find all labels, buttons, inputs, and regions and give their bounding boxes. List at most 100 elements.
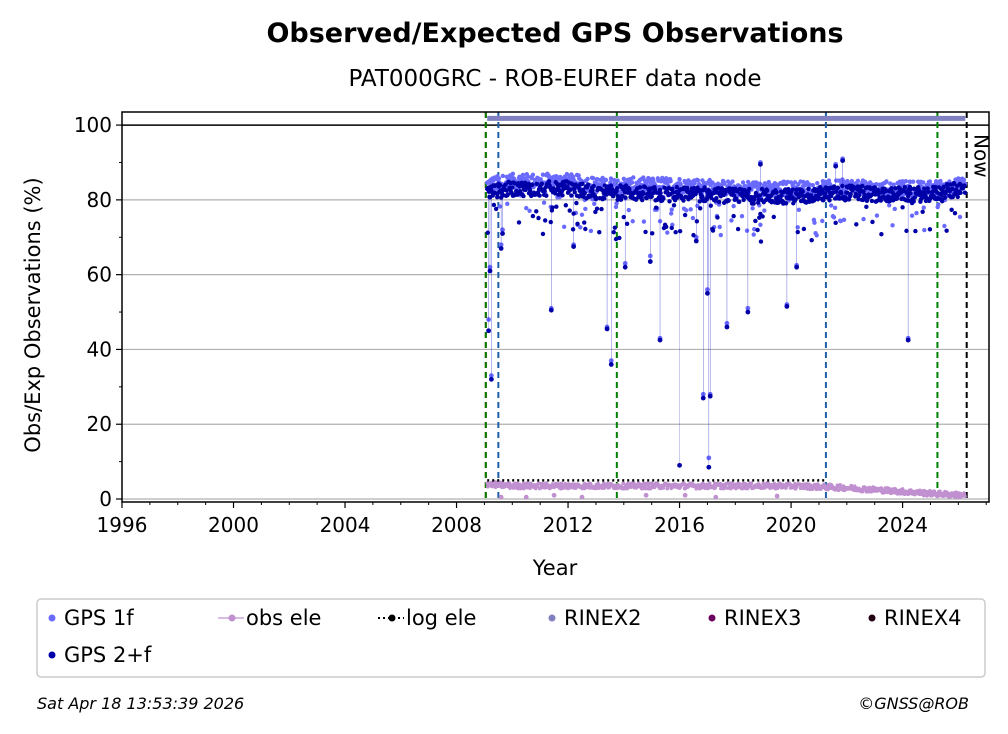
- data-point: [832, 205, 838, 211]
- grid: [122, 124, 989, 500]
- data-point: [541, 200, 547, 205]
- outlier-point: [622, 264, 628, 270]
- outlier-point: [833, 163, 839, 169]
- data-point: [913, 228, 918, 234]
- data-point: [922, 186, 927, 191]
- data-point: [542, 218, 548, 223]
- outlier-point: [745, 309, 751, 315]
- legend-entry: obs ele: [218, 606, 321, 630]
- legend-entry: log ele: [378, 606, 476, 630]
- data-point: [593, 209, 598, 215]
- data-point: [568, 187, 574, 192]
- data-point: [830, 190, 836, 196]
- data-point: [608, 176, 614, 181]
- data-point: [730, 179, 735, 184]
- data-point: [953, 187, 959, 192]
- data-point: [591, 183, 596, 189]
- data-point: [752, 226, 757, 232]
- data-point: [812, 220, 817, 225]
- data-point: [661, 196, 666, 201]
- data-point: [796, 194, 802, 200]
- data-point: [495, 194, 500, 200]
- data-point: [822, 191, 828, 196]
- data-point: [651, 190, 656, 196]
- data-point: [629, 180, 635, 185]
- data-point: [624, 221, 630, 226]
- outlier-point: [571, 244, 577, 250]
- data-point: [757, 181, 763, 186]
- x-tick-label: 2008: [431, 513, 482, 537]
- data-point: [665, 230, 670, 235]
- data-point: [840, 183, 845, 189]
- data-point: [872, 185, 877, 190]
- data-point: [836, 178, 842, 183]
- data-point: [546, 179, 552, 184]
- data-point: [886, 203, 892, 208]
- data-point: [950, 186, 955, 192]
- y-tick-label: 40: [87, 337, 112, 361]
- data-point: [580, 181, 585, 187]
- data-point: [718, 232, 724, 238]
- data-point: [795, 229, 800, 235]
- data-point: [710, 228, 716, 233]
- data-point: [783, 201, 789, 206]
- outlier-point: [488, 376, 494, 382]
- data-point: [611, 230, 616, 235]
- data-point: [510, 185, 515, 190]
- y-tick-label: 80: [87, 188, 112, 212]
- data-point: [542, 188, 547, 194]
- data-point: [614, 201, 619, 206]
- data-point: [757, 193, 763, 198]
- y-tick-label: 60: [87, 263, 112, 287]
- data-point: [741, 197, 746, 203]
- data-point: [957, 214, 963, 220]
- data-point: [827, 182, 833, 187]
- outlier-point: [707, 393, 713, 399]
- legend-entry: GPS 2+f: [48, 643, 152, 667]
- data-point: [805, 192, 810, 197]
- data-point: [537, 193, 542, 198]
- data-point: [643, 229, 648, 235]
- data-point: [848, 191, 853, 197]
- data-point: [921, 205, 926, 210]
- data-point: [700, 194, 705, 199]
- legend-marker: [548, 614, 556, 622]
- legend-entry: RINEX3: [708, 606, 802, 630]
- data-point: [899, 491, 903, 496]
- data-point: [534, 181, 540, 186]
- data-point: [785, 179, 790, 185]
- data-point: [550, 205, 555, 210]
- outlier-point: [724, 324, 730, 330]
- data-point: [564, 171, 570, 177]
- outlier-point: [905, 337, 911, 343]
- data-point: [582, 190, 587, 196]
- data-point: [838, 482, 842, 487]
- data-point: [711, 190, 716, 196]
- data-point: [860, 183, 865, 189]
- data-point: [740, 180, 746, 185]
- data-point: [939, 193, 944, 198]
- data-point: [949, 207, 954, 212]
- data-point: [886, 195, 891, 200]
- data-point: [653, 205, 659, 210]
- data-point: [650, 231, 655, 236]
- x-tick-label: 2012: [543, 513, 594, 537]
- data-point: [908, 191, 913, 196]
- data-point: [815, 180, 820, 186]
- data-point: [884, 188, 889, 194]
- data-point: [918, 488, 922, 493]
- data-point: [526, 181, 531, 186]
- data-point: [726, 198, 731, 203]
- data-point: [618, 197, 624, 202]
- data-point: [737, 482, 742, 486]
- data-point: [744, 228, 750, 233]
- data-point: [806, 186, 811, 192]
- data-point: [621, 214, 627, 220]
- data-point: [582, 220, 587, 225]
- data-point: [856, 196, 861, 202]
- outlier-point: [500, 231, 505, 236]
- data-point: [540, 172, 546, 177]
- data-point: [561, 224, 567, 230]
- data-point: [717, 224, 722, 230]
